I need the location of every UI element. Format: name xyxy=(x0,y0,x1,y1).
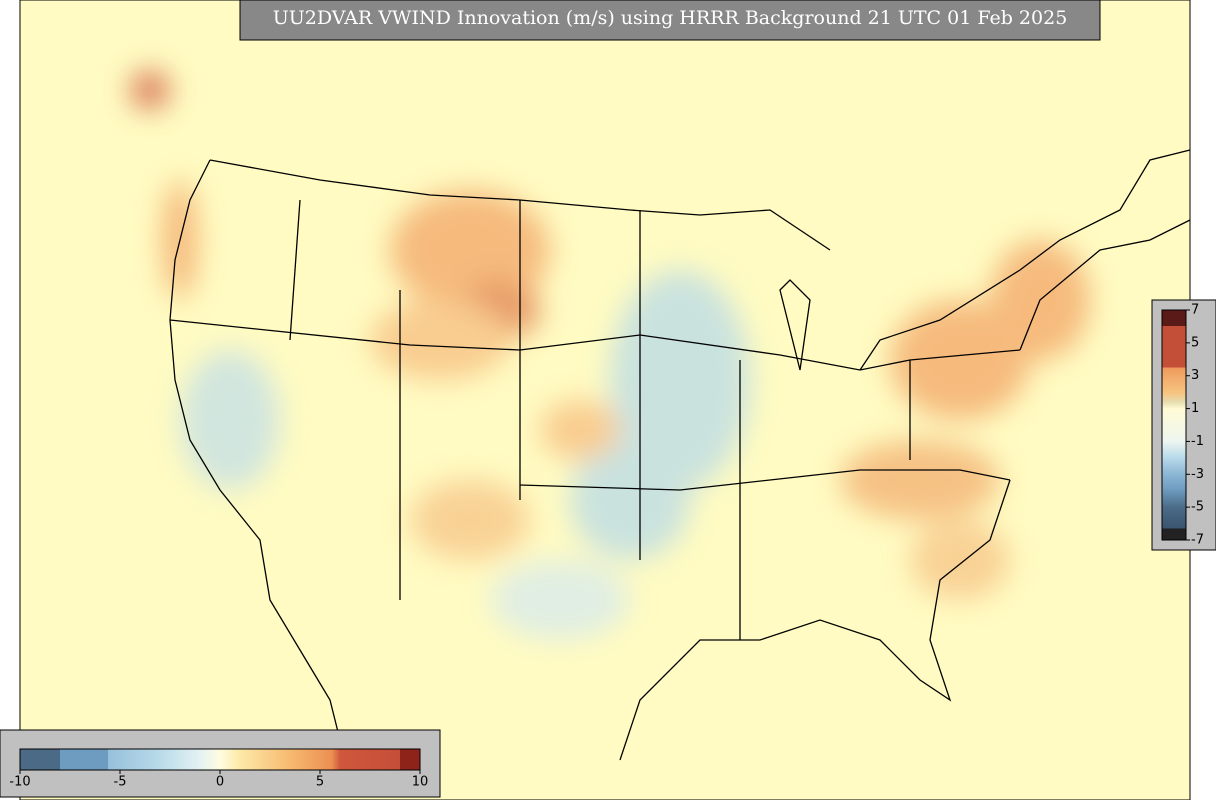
tick-label: -5 xyxy=(114,775,127,790)
tick-label: -5 xyxy=(1191,500,1204,515)
map xyxy=(19,0,1191,800)
tick-label: -7 xyxy=(1191,533,1204,548)
tick-label: 7 xyxy=(1191,303,1199,318)
tick-label: 5 xyxy=(1191,335,1199,350)
horizontal-colorbar: -10 -5 0 5 10 xyxy=(0,729,441,798)
tick-label: 0 xyxy=(216,775,224,790)
tick-label: 5 xyxy=(316,775,324,790)
tick-label: 1 xyxy=(1191,401,1199,416)
tick-label: 10 xyxy=(412,775,429,790)
tick-label: -3 xyxy=(1191,467,1204,482)
title-box: UU2DVAR VWIND Innovation (m/s) using HRR… xyxy=(239,0,1101,41)
title: UU2DVAR VWIND Innovation (m/s) using HRR… xyxy=(273,7,1068,29)
tick-label: -1 xyxy=(1191,434,1204,449)
vertical-colorbar: 7 5 3 1 -1 -3 -5 -7 xyxy=(1151,299,1216,551)
tick-label: 3 xyxy=(1191,368,1199,383)
tick-label: -10 xyxy=(9,775,30,790)
